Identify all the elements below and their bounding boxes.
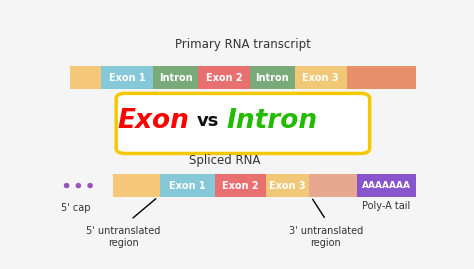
Text: Exon 3: Exon 3 <box>269 180 306 190</box>
Text: Exon 2: Exon 2 <box>222 180 259 190</box>
Text: Exon 1: Exon 1 <box>109 73 146 83</box>
Text: Exon 3: Exon 3 <box>302 73 339 83</box>
Bar <box>295 66 346 89</box>
Text: 5' untranslated
region: 5' untranslated region <box>86 226 161 247</box>
Bar <box>198 66 250 89</box>
Bar <box>250 66 295 89</box>
Bar <box>310 174 356 197</box>
Bar <box>160 174 215 197</box>
Text: Primary RNA transcript: Primary RNA transcript <box>175 38 311 51</box>
Text: Exon 2: Exon 2 <box>206 73 242 83</box>
Text: 3' untranslated
region: 3' untranslated region <box>289 226 363 247</box>
Text: Exon: Exon <box>118 108 190 134</box>
Text: vs: vs <box>197 112 219 130</box>
Text: 5' cap: 5' cap <box>61 203 91 213</box>
Text: AAAAAAA: AAAAAAA <box>362 181 410 190</box>
Bar <box>356 174 416 197</box>
Text: Intron: Intron <box>255 73 289 83</box>
Text: Spliced RNA: Spliced RNA <box>189 154 260 168</box>
Text: Intron: Intron <box>159 73 192 83</box>
Ellipse shape <box>75 183 81 188</box>
Bar <box>112 174 160 197</box>
Bar <box>70 66 101 89</box>
Text: Intron: Intron <box>227 108 318 134</box>
Bar <box>266 174 310 197</box>
Bar <box>378 66 416 89</box>
Bar <box>153 66 198 89</box>
Ellipse shape <box>64 183 69 188</box>
Text: Poly-A tail: Poly-A tail <box>362 201 410 211</box>
Text: Exon 1: Exon 1 <box>169 180 206 190</box>
Bar <box>101 66 153 89</box>
Bar <box>346 66 378 89</box>
Bar <box>215 174 266 197</box>
Ellipse shape <box>87 183 93 188</box>
FancyBboxPatch shape <box>116 93 370 153</box>
